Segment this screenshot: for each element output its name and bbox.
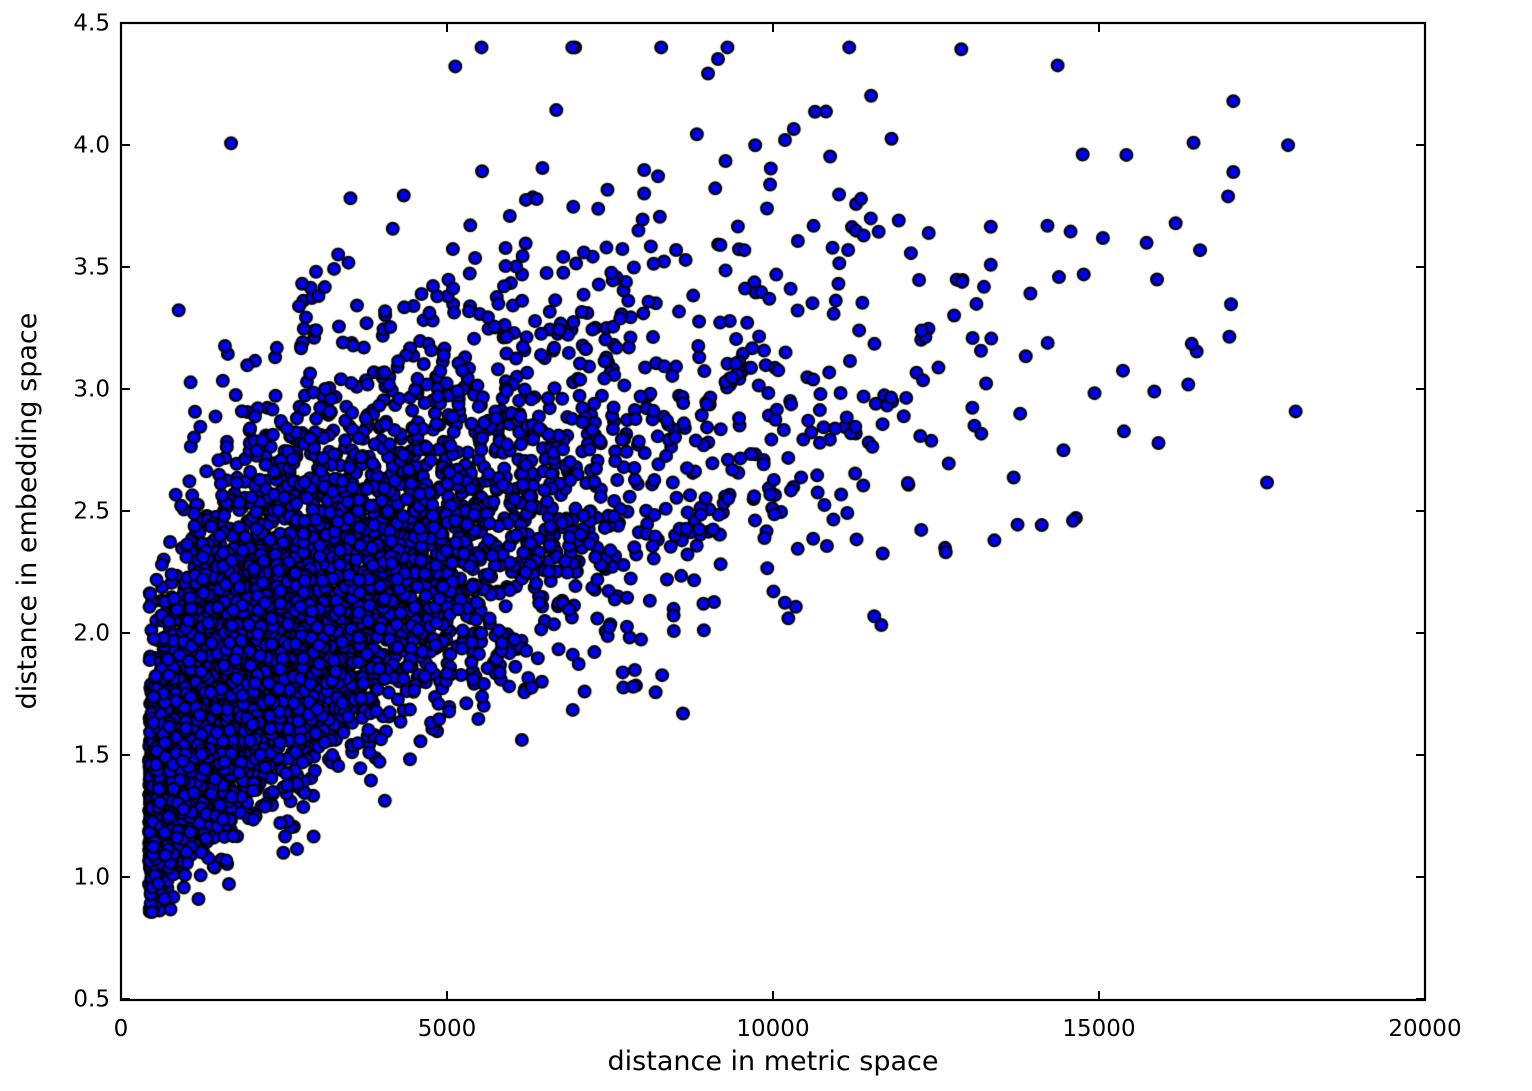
- y-tick-label: 0.5: [73, 987, 110, 1013]
- y-axis-label: distance in embedding space: [12, 313, 43, 710]
- y-tick-label: 1.0: [73, 865, 110, 891]
- y-tick-label: 4.0: [73, 133, 110, 159]
- y-tick-label: 4.5: [73, 11, 110, 37]
- x-tick-label: 5000: [418, 1016, 477, 1042]
- x-tick-label: 10000: [736, 1016, 809, 1042]
- y-tick-label: 3.0: [73, 377, 110, 403]
- y-tick-label: 2.5: [73, 499, 110, 525]
- x-tick-label: 20000: [1388, 1016, 1461, 1042]
- plot-border: [119, 21, 1427, 1002]
- y-tick-label: 3.5: [73, 255, 110, 281]
- x-tick-marks: [120, 23, 1426, 1000]
- x-tick-label: 0: [114, 1016, 129, 1042]
- y-tick-marks: [121, 144, 1425, 1000]
- x-axis-label: distance in metric space: [608, 1046, 939, 1077]
- y-tick-label: 2.0: [73, 621, 110, 647]
- y-tick-label: 1.5: [73, 743, 110, 769]
- x-tick-label: 15000: [1062, 1016, 1135, 1042]
